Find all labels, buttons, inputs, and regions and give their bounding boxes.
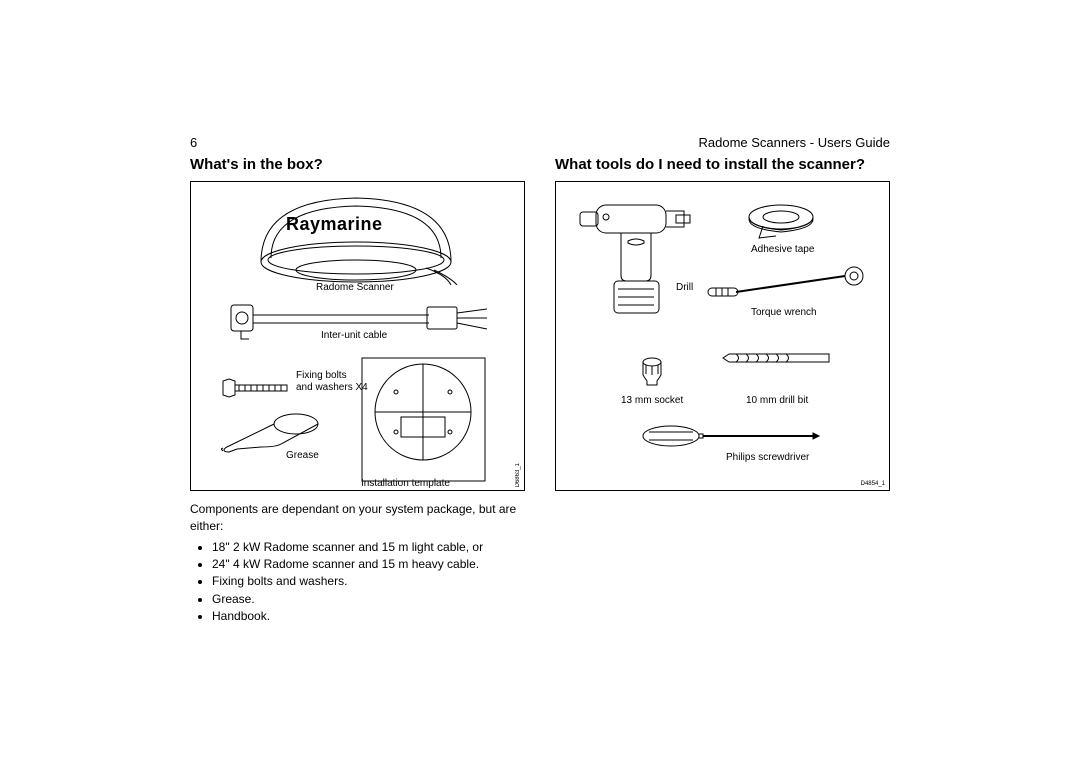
right-column: What tools do I need to install the scan… — [555, 156, 890, 626]
drillbit-label: 10 mm drill bit — [746, 395, 808, 406]
screwdriver-illustration — [641, 422, 821, 450]
socket-illustration — [641, 357, 663, 387]
template-illustration — [361, 357, 486, 482]
page-container: 6 Radome Scanners - Users Guide What's i… — [0, 0, 1080, 626]
right-heading: What tools do I need to install the scan… — [555, 156, 890, 173]
doc-title: Radome Scanners - Users Guide — [699, 135, 890, 150]
bolt-illustration — [221, 377, 293, 399]
tools-figure: Drill Adhesive tape — [555, 181, 890, 491]
scanner-label: Radome Scanner — [316, 282, 394, 293]
brand-label: Raymarine — [286, 214, 383, 235]
list-item: 18" 2 kW Radome scanner and 15 m light c… — [212, 539, 525, 556]
tape-illustration — [741, 202, 816, 242]
socket-label: 13 mm socket — [621, 395, 683, 406]
tape-label: Adhesive tape — [751, 244, 814, 255]
drill-illustration — [576, 197, 691, 322]
left-figure-id: D6863_1 — [515, 463, 521, 487]
components-list: 18" 2 kW Radome scanner and 15 m light c… — [190, 539, 525, 626]
left-column: What's in the box? Raymarine Radome Scan… — [190, 156, 525, 626]
list-item: Handbook. — [212, 608, 525, 625]
left-heading: What's in the box? — [190, 156, 525, 173]
list-item: Grease. — [212, 591, 525, 608]
template-label: Installation template — [361, 478, 450, 489]
cable-label: Inter-unit cable — [321, 330, 387, 341]
bolts-label-1: Fixing bolts — [296, 370, 347, 381]
right-figure-id: D4854_1 — [861, 481, 885, 487]
components-caption: Components are dependant on your system … — [190, 501, 525, 535]
list-item: 24" 4 kW Radome scanner and 15 m heavy c… — [212, 556, 525, 573]
drill-label: Drill — [676, 282, 693, 293]
wrench-illustration — [706, 266, 866, 301]
content-columns: What's in the box? Raymarine Radome Scan… — [190, 156, 890, 626]
box-contents-figure: Raymarine Radome Scanner Inter-unit cabl… — [190, 181, 525, 491]
screwdriver-label: Philips screwdriver — [726, 452, 809, 463]
wrench-label: Torque wrench — [751, 307, 817, 318]
drillbit-illustration — [721, 352, 831, 364]
radome-scanner-illustration — [251, 190, 461, 285]
grease-label: Grease — [286, 450, 319, 461]
list-item: Fixing bolts and washers. — [212, 573, 525, 590]
grease-illustration — [221, 412, 321, 454]
page-number: 6 — [190, 135, 197, 150]
page-header: 6 Radome Scanners - Users Guide — [190, 135, 890, 150]
bolts-label-2: and washers X4 — [296, 382, 368, 393]
